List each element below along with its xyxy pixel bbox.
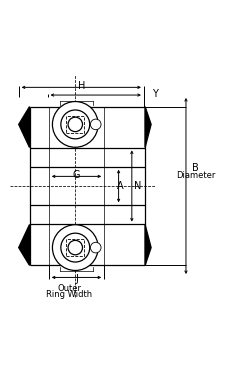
Text: B: B <box>192 163 199 173</box>
Text: N: N <box>134 181 142 191</box>
Circle shape <box>61 233 90 262</box>
Circle shape <box>68 240 83 255</box>
Text: G: G <box>73 170 80 180</box>
Circle shape <box>53 102 98 147</box>
Polygon shape <box>145 107 151 148</box>
Text: Y: Y <box>152 89 158 99</box>
Text: Diameter: Diameter <box>176 171 215 180</box>
Circle shape <box>61 110 90 139</box>
Text: H: H <box>78 81 85 91</box>
Text: A: A <box>117 181 124 191</box>
Text: Outer: Outer <box>57 283 81 292</box>
Polygon shape <box>145 224 151 265</box>
Circle shape <box>53 225 98 270</box>
Text: Ring Width: Ring Width <box>46 290 92 299</box>
Circle shape <box>91 119 101 130</box>
Polygon shape <box>19 107 30 148</box>
Polygon shape <box>19 224 30 265</box>
Circle shape <box>91 242 101 253</box>
Bar <box>66 239 84 257</box>
Circle shape <box>68 117 83 132</box>
Text: J: J <box>75 275 78 284</box>
Bar <box>66 115 84 133</box>
